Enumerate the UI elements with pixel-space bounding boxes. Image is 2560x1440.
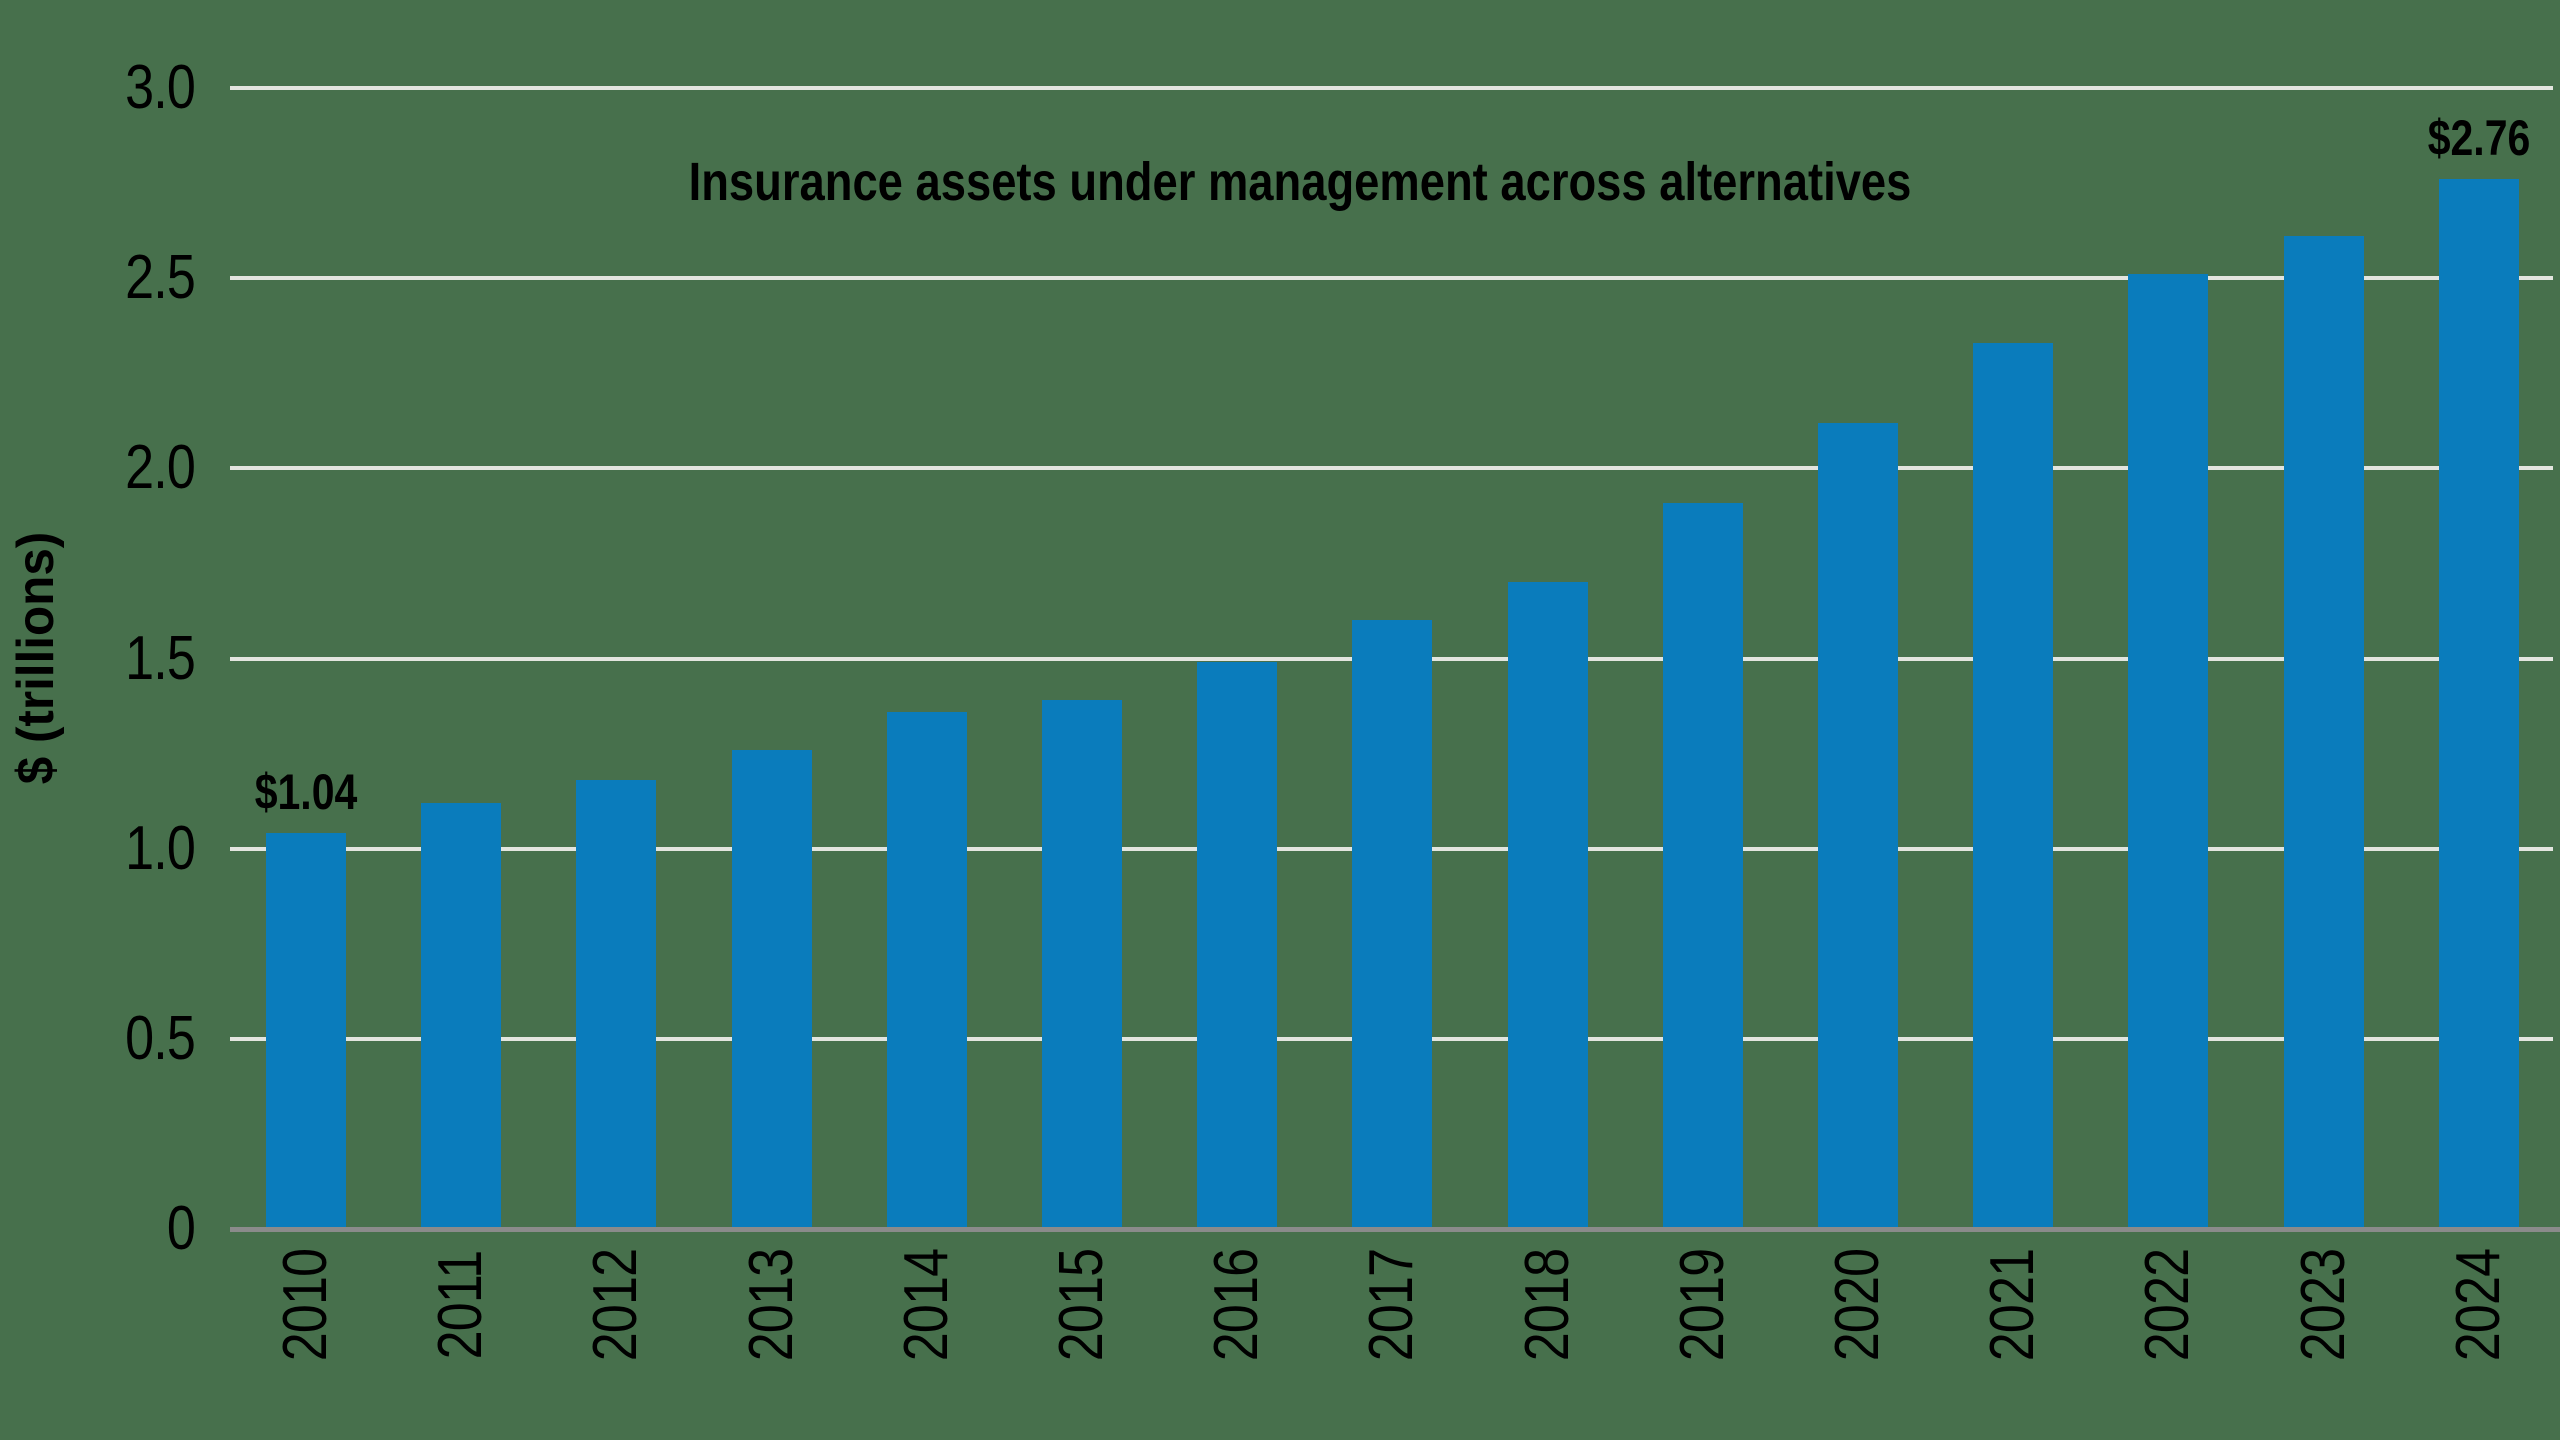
chart-title: Insurance assets under management across…	[688, 152, 1912, 212]
bar-2019	[1662, 502, 1743, 1231]
gridline-2	[230, 466, 2553, 471]
value-label-2024: $2.76	[2427, 110, 2531, 167]
gridline-3	[230, 86, 2553, 90]
x-tick-label-2018: 2018	[1512, 1248, 1582, 1362]
bar-2022	[2128, 274, 2209, 1231]
x-tick-label-2019: 2019	[1667, 1248, 1737, 1362]
x-tick-label-2011: 2011	[426, 1250, 496, 1360]
bar-2016	[1197, 662, 1278, 1231]
x-tick-label-2021: 2021	[1978, 1248, 2048, 1362]
y-tick-label-2.0: 2.0	[125, 433, 196, 503]
bar-2012	[576, 780, 657, 1231]
bar-2011	[421, 803, 502, 1231]
x-tick-label-2015: 2015	[1047, 1248, 1116, 1362]
x-tick-label-2016: 2016	[1202, 1248, 1272, 1362]
bar-2023	[2283, 236, 2364, 1231]
x-tick-label-2010: 2010	[271, 1248, 340, 1362]
x-tick-label-2022: 2022	[2133, 1248, 2203, 1362]
x-tick-label-2014: 2014	[891, 1248, 961, 1362]
bar-2018	[1507, 582, 1588, 1231]
x-tick-label-2023: 2023	[2288, 1248, 2358, 1362]
bar-2015	[1042, 700, 1122, 1231]
y-tick-label-2.5: 2.5	[125, 243, 196, 313]
bar-2013	[731, 749, 812, 1231]
y-tick-label-3.0: 3.0	[125, 53, 196, 122]
bar-2024	[2438, 179, 2519, 1231]
x-tick-label-2017: 2017	[1357, 1248, 1427, 1362]
y-tick-label-0: 0	[166, 1194, 196, 1263]
x-tick-label-2012: 2012	[581, 1248, 651, 1362]
x-tick-label-2024: 2024	[2443, 1248, 2513, 1362]
y-tick-label-1.5: 1.5	[125, 623, 196, 693]
bar-2017	[1352, 620, 1433, 1231]
bar-2021	[1973, 342, 2054, 1231]
bar-2010	[266, 833, 346, 1231]
x-axis-line	[230, 1227, 2560, 1232]
bar-2014	[886, 711, 967, 1231]
gridline-2.5	[230, 276, 2553, 281]
value-label-2010: $1.04	[254, 764, 358, 821]
bar-2020	[1818, 422, 1898, 1231]
x-tick-label-2020: 2020	[1823, 1248, 1892, 1362]
y-tick-label-0.5: 0.5	[125, 1003, 196, 1073]
y-tick-label-1.0: 1.0	[125, 813, 196, 883]
x-tick-label-2013: 2013	[736, 1248, 806, 1362]
